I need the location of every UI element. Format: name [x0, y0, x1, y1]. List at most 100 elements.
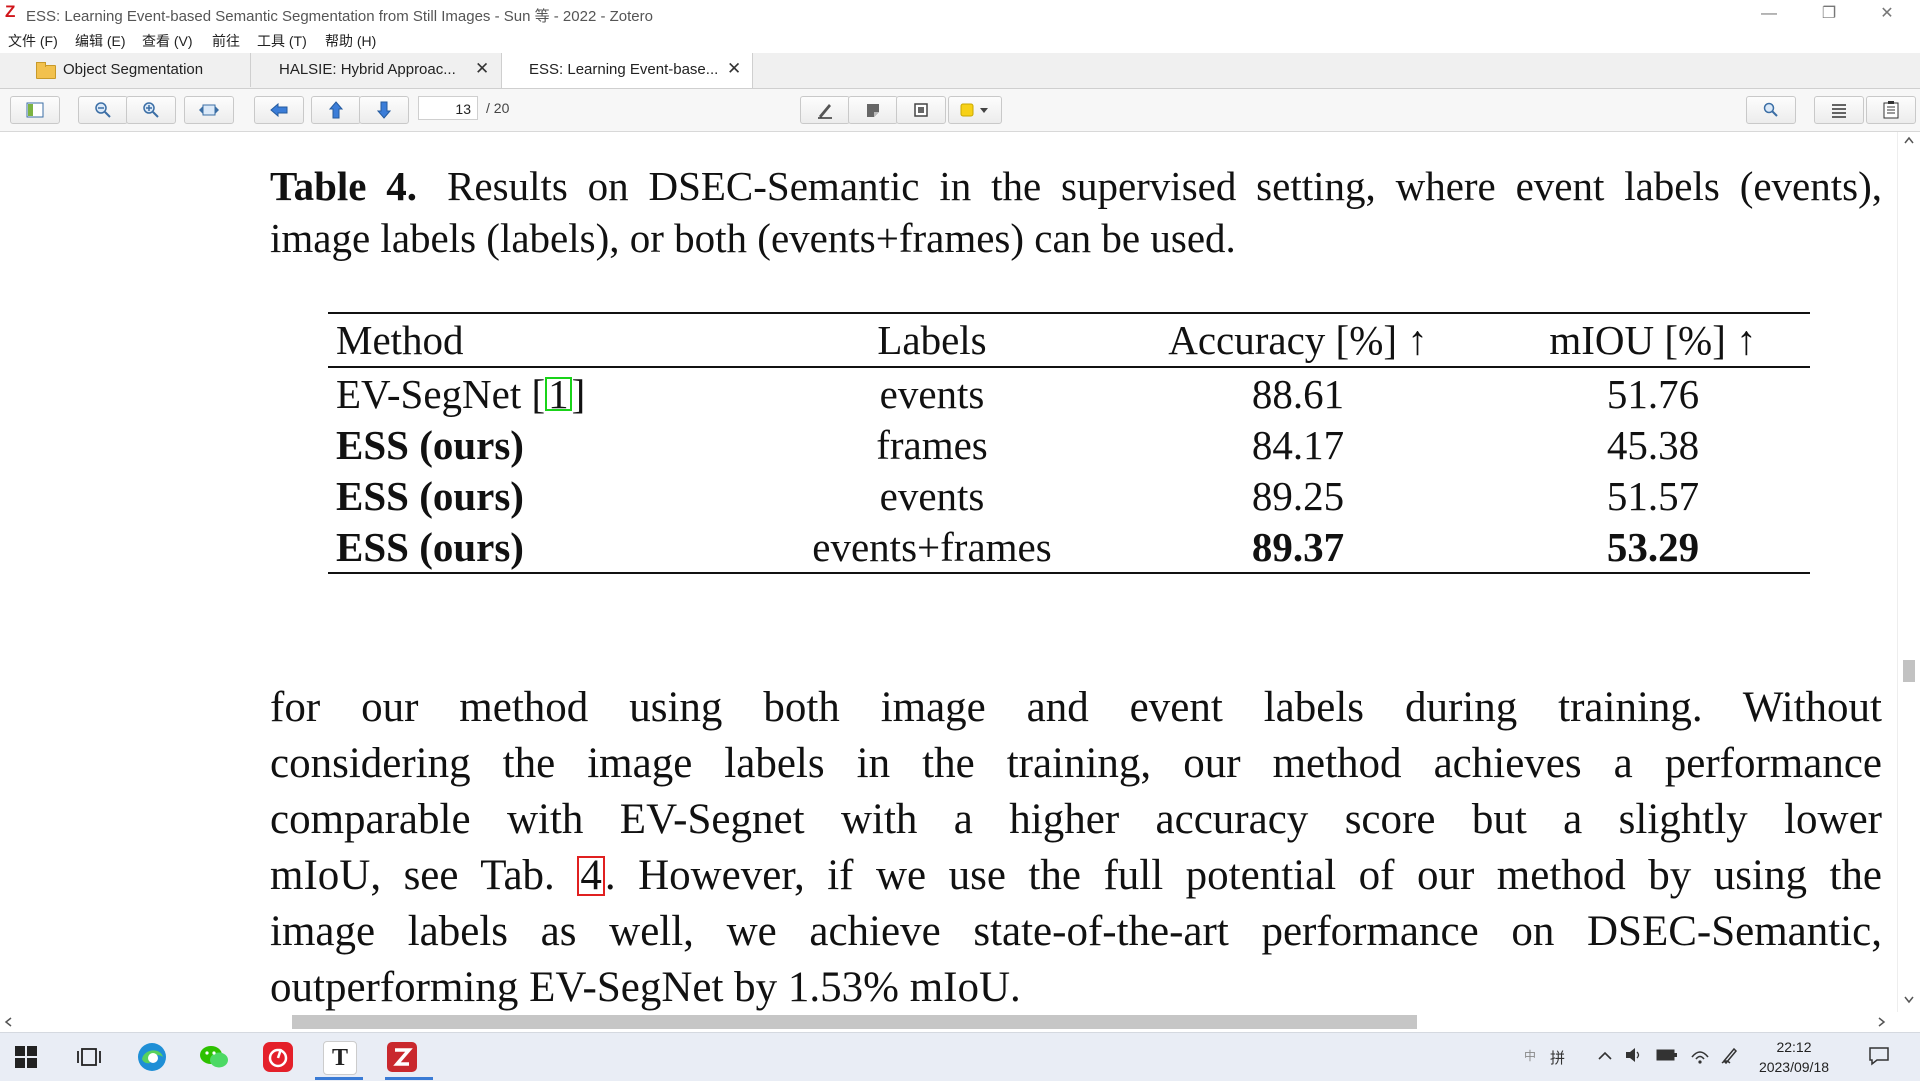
notes-pane-icon: [1883, 101, 1899, 119]
arrow-up-icon: [329, 101, 343, 119]
netease-music-icon[interactable]: [262, 1041, 294, 1073]
table-reference-link[interactable]: 4: [577, 854, 605, 897]
tab-library[interactable]: Object Segmentation: [0, 53, 251, 87]
menu-help[interactable]: 帮助 (H): [325, 33, 377, 49]
method-cell: ESS (ours): [336, 523, 524, 570]
column-header-labels: Labels: [877, 317, 987, 363]
table-row: EV-SegNet [1] events 88.61 51.76: [328, 367, 1810, 419]
zoom-out-button[interactable]: [78, 96, 128, 124]
windows-start-icon[interactable]: [14, 1045, 46, 1077]
area-tool-button[interactable]: [896, 96, 946, 124]
vertical-scroll-thumb[interactable]: [1903, 660, 1915, 682]
notification-center-icon[interactable]: [1868, 1046, 1890, 1066]
method-cell: ESS (ours): [336, 421, 524, 468]
miou-cell: 45.38: [1606, 421, 1700, 468]
accuracy-cell: 84.17: [1251, 421, 1345, 468]
wechat-icon[interactable]: [198, 1041, 230, 1073]
next-page-button[interactable]: [359, 96, 409, 124]
folder-icon: [36, 62, 56, 79]
highlight-color-button[interactable]: [948, 96, 1002, 124]
column-header-accuracy: Accuracy [%] ↑: [1168, 317, 1428, 363]
miou-cell: 51.57: [1606, 472, 1700, 519]
menu-go[interactable]: 前往: [212, 33, 240, 49]
edge-browser-icon[interactable]: [136, 1041, 168, 1073]
battery-icon[interactable]: [1656, 1048, 1678, 1062]
menu-tools[interactable]: 工具 (T): [257, 33, 307, 49]
clock-date: 2023/09/18: [1758, 1059, 1830, 1075]
ime-language-indicator[interactable]: 中: [1524, 1049, 1537, 1063]
find-button[interactable]: [1746, 96, 1796, 124]
menu-edit[interactable]: 编辑 (E): [75, 33, 126, 49]
menu-file[interactable]: 文件 (F): [8, 33, 58, 49]
color-swatch-icon: [960, 103, 988, 117]
column-header-method: Method: [336, 317, 464, 363]
chevron-up-icon[interactable]: [1598, 1051, 1612, 1061]
vertical-scrollbar[interactable]: [1897, 132, 1920, 1012]
note-tool-button[interactable]: [848, 96, 898, 124]
minimize-button[interactable]: —: [1761, 5, 1777, 22]
task-view-icon[interactable]: [77, 1045, 109, 1077]
paragraph-line: mIoU, see Tab. 4. However, if we use the…: [270, 848, 1882, 904]
menu-bar: 文件 (F) 编辑 (E) 查看 (V) 前往 工具 (T) 帮助 (H): [0, 28, 1920, 53]
toggle-context-pane-button[interactable]: [1866, 96, 1916, 124]
citation-link[interactable]: 1: [545, 373, 572, 414]
search-icon: [1763, 102, 1778, 117]
tab-close-icon[interactable]: ✕: [475, 59, 490, 78]
method-cell: EV-SegNet [1]: [328, 367, 764, 419]
page-total: / 20: [486, 100, 510, 116]
menu-view[interactable]: 查看 (V): [142, 33, 193, 49]
paragraph-line: image labels as well, we achieve state-o…: [270, 908, 1882, 955]
zotero-logo-icon: Z: [5, 2, 16, 21]
miou-cell: 51.76: [1606, 370, 1700, 417]
miou-cell: 53.29: [1606, 523, 1700, 570]
restore-button[interactable]: ❐: [1821, 5, 1837, 22]
paragraph-line: comparable with EV-Segnet with a higher …: [270, 796, 1882, 843]
text-editor-icon[interactable]: T: [323, 1041, 357, 1075]
body-paragraph: for our method using both image and even…: [270, 680, 1882, 1012]
arrow-down-icon: [377, 101, 391, 119]
close-button[interactable]: ✕: [1880, 5, 1894, 22]
back-button[interactable]: [254, 96, 304, 124]
windows-taskbar: T 中 拼 22:12 2023/09/18: [0, 1032, 1920, 1081]
highlight-tool-button[interactable]: [800, 96, 850, 124]
running-indicator: [315, 1077, 363, 1080]
column-header-miou: mIOU [%] ↑: [1549, 317, 1757, 363]
tab-ess[interactable]: ESS: Learning Event-base... ✕: [501, 53, 753, 88]
tab-close-icon[interactable]: ✕: [727, 59, 742, 78]
volume-icon[interactable]: [1624, 1045, 1642, 1065]
table-caption: Table 4. Results on DSEC-Semantic in the …: [270, 160, 1882, 264]
citation-bracket: ]: [571, 370, 586, 417]
accuracy-cell: 89.37: [1251, 523, 1345, 570]
toggle-sidebar-button[interactable]: [10, 96, 60, 124]
scroll-right-arrow-icon[interactable]: [1878, 1017, 1886, 1027]
active-indicator: [385, 1077, 433, 1080]
tab-halsie[interactable]: HALSIE: Hybrid Approac... ✕: [251, 53, 502, 87]
system-clock[interactable]: 22:12 2023/09/18: [1744, 1037, 1844, 1077]
scroll-left-arrow-icon[interactable]: [4, 1017, 12, 1027]
zotero-taskbar-icon[interactable]: [386, 1041, 418, 1073]
area-select-icon: [914, 103, 928, 117]
zoom-in-button[interactable]: [126, 96, 176, 124]
horizontal-scroll-thumb[interactable]: [292, 1015, 1417, 1029]
horizontal-scrollbar[interactable]: [0, 1012, 1897, 1032]
page-number-input[interactable]: 13: [418, 96, 478, 120]
pdf-viewer[interactable]: Table 4. Results on DSEC-Semantic in the …: [0, 132, 1897, 1012]
sidebar-icon: [26, 102, 44, 118]
results-table-container: Method Labels Accuracy [%] ↑ mIOU [%] ↑ …: [328, 312, 1810, 574]
outline-button[interactable]: [1814, 96, 1864, 124]
tab-label: ESS: Learning Event-base...: [529, 61, 719, 78]
line-text: . However, if we use the full potential …: [604, 852, 1882, 899]
scroll-up-arrow-icon[interactable]: [1904, 136, 1914, 144]
tab-bar: Object Segmentation HALSIE: Hybrid Appro…: [0, 53, 1920, 89]
line-text: mIoU, see Tab.: [270, 852, 578, 899]
pen-icon: [818, 104, 832, 119]
ime-mode-indicator[interactable]: 拼: [1550, 1050, 1566, 1067]
zoom-in-icon: [143, 102, 159, 118]
paragraph-line: for our method using both image and even…: [270, 684, 1882, 731]
scroll-down-arrow-icon[interactable]: [1904, 996, 1914, 1004]
fit-width-button[interactable]: [184, 96, 234, 124]
wifi-icon[interactable]: [1690, 1045, 1710, 1065]
pen-workspace-icon[interactable]: [1720, 1045, 1740, 1065]
clock-time: 22:12: [1776, 1039, 1812, 1055]
previous-page-button[interactable]: [311, 96, 361, 124]
